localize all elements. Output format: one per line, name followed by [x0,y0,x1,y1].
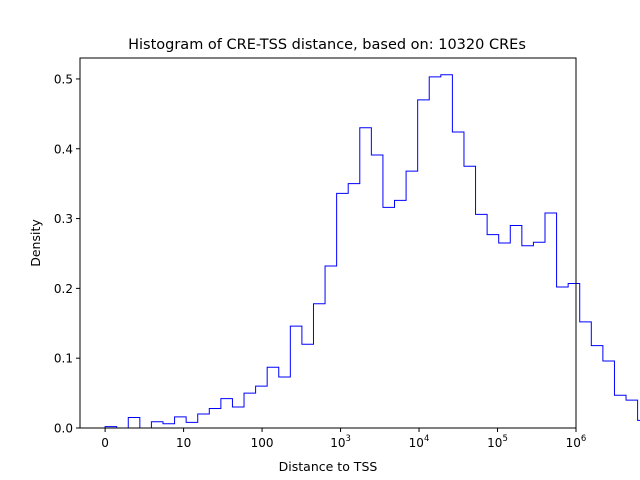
x-tick-label: 106 [566,434,587,450]
x-tick-label: 104 [409,434,430,450]
axes-frame [79,57,577,429]
x-tick-label: 100 [251,436,274,450]
x-tick-label: 0 [101,436,109,450]
plot-area [104,74,640,429]
x-tick-label: 105 [487,434,508,450]
y-axis: 0.0 0.1 0.2 0.3 0.4 0.5 [54,72,80,436]
y-tick-label: 0.5 [54,72,73,86]
x-axis-label: Distance to TSS [279,459,378,474]
y-tick-label: 0.1 [54,352,73,366]
x-tick-label: 103 [330,434,351,450]
x-tick-label: 10 [176,436,191,450]
y-tick-label: 0.4 [54,142,73,156]
y-tick-label: 0.0 [54,422,73,436]
histogram-steps [104,74,640,429]
y-tick-label: 0.2 [54,282,73,296]
y-axis-label: Density [28,219,43,267]
chart-title: Histogram of CRE-TSS distance, based on:… [128,37,526,53]
y-tick-label: 0.3 [54,212,73,226]
x-axis: 0 10 100 103 104 105 106 [101,428,586,450]
